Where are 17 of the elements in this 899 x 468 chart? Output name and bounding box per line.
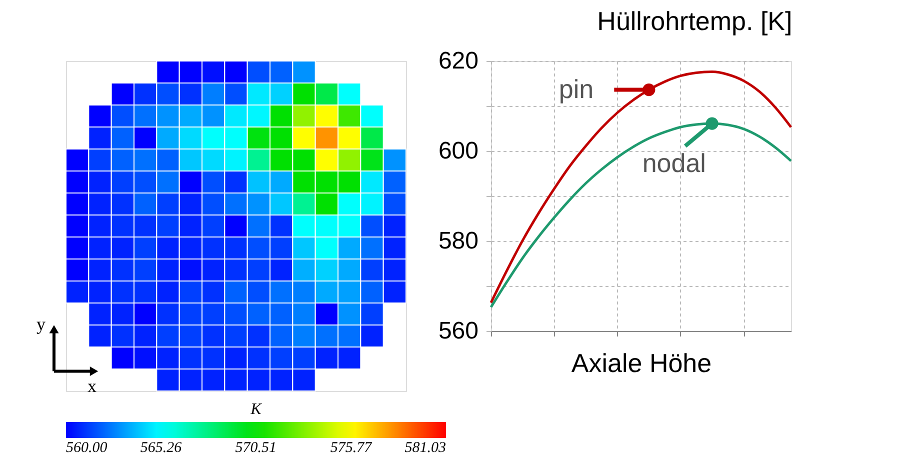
line-series: [490, 70, 792, 304]
color-bar-label: 565.26: [140, 440, 182, 456]
color-bar-label: 570.51: [235, 440, 277, 456]
series-label: nodal: [642, 148, 706, 178]
y-tick-label: 600: [438, 138, 478, 164]
annotation: x: [88, 376, 96, 396]
color-bar-label: 581.03: [404, 440, 446, 456]
y-tick-label: 580: [438, 228, 478, 254]
color-bar-label: 575.77: [330, 440, 374, 456]
y-tick-label: 620: [438, 48, 478, 74]
color-bar-label: 560.00: [66, 440, 108, 456]
x-axis-title: Axiale Höhe: [571, 348, 712, 378]
y-tick-label: 560: [438, 318, 478, 344]
legend-label: pin: [558, 74, 594, 104]
chart-title: Hüllrohrtemp. [K]: [597, 6, 792, 36]
text: y: [36, 314, 46, 334]
color-bar-title: K: [250, 401, 263, 418]
